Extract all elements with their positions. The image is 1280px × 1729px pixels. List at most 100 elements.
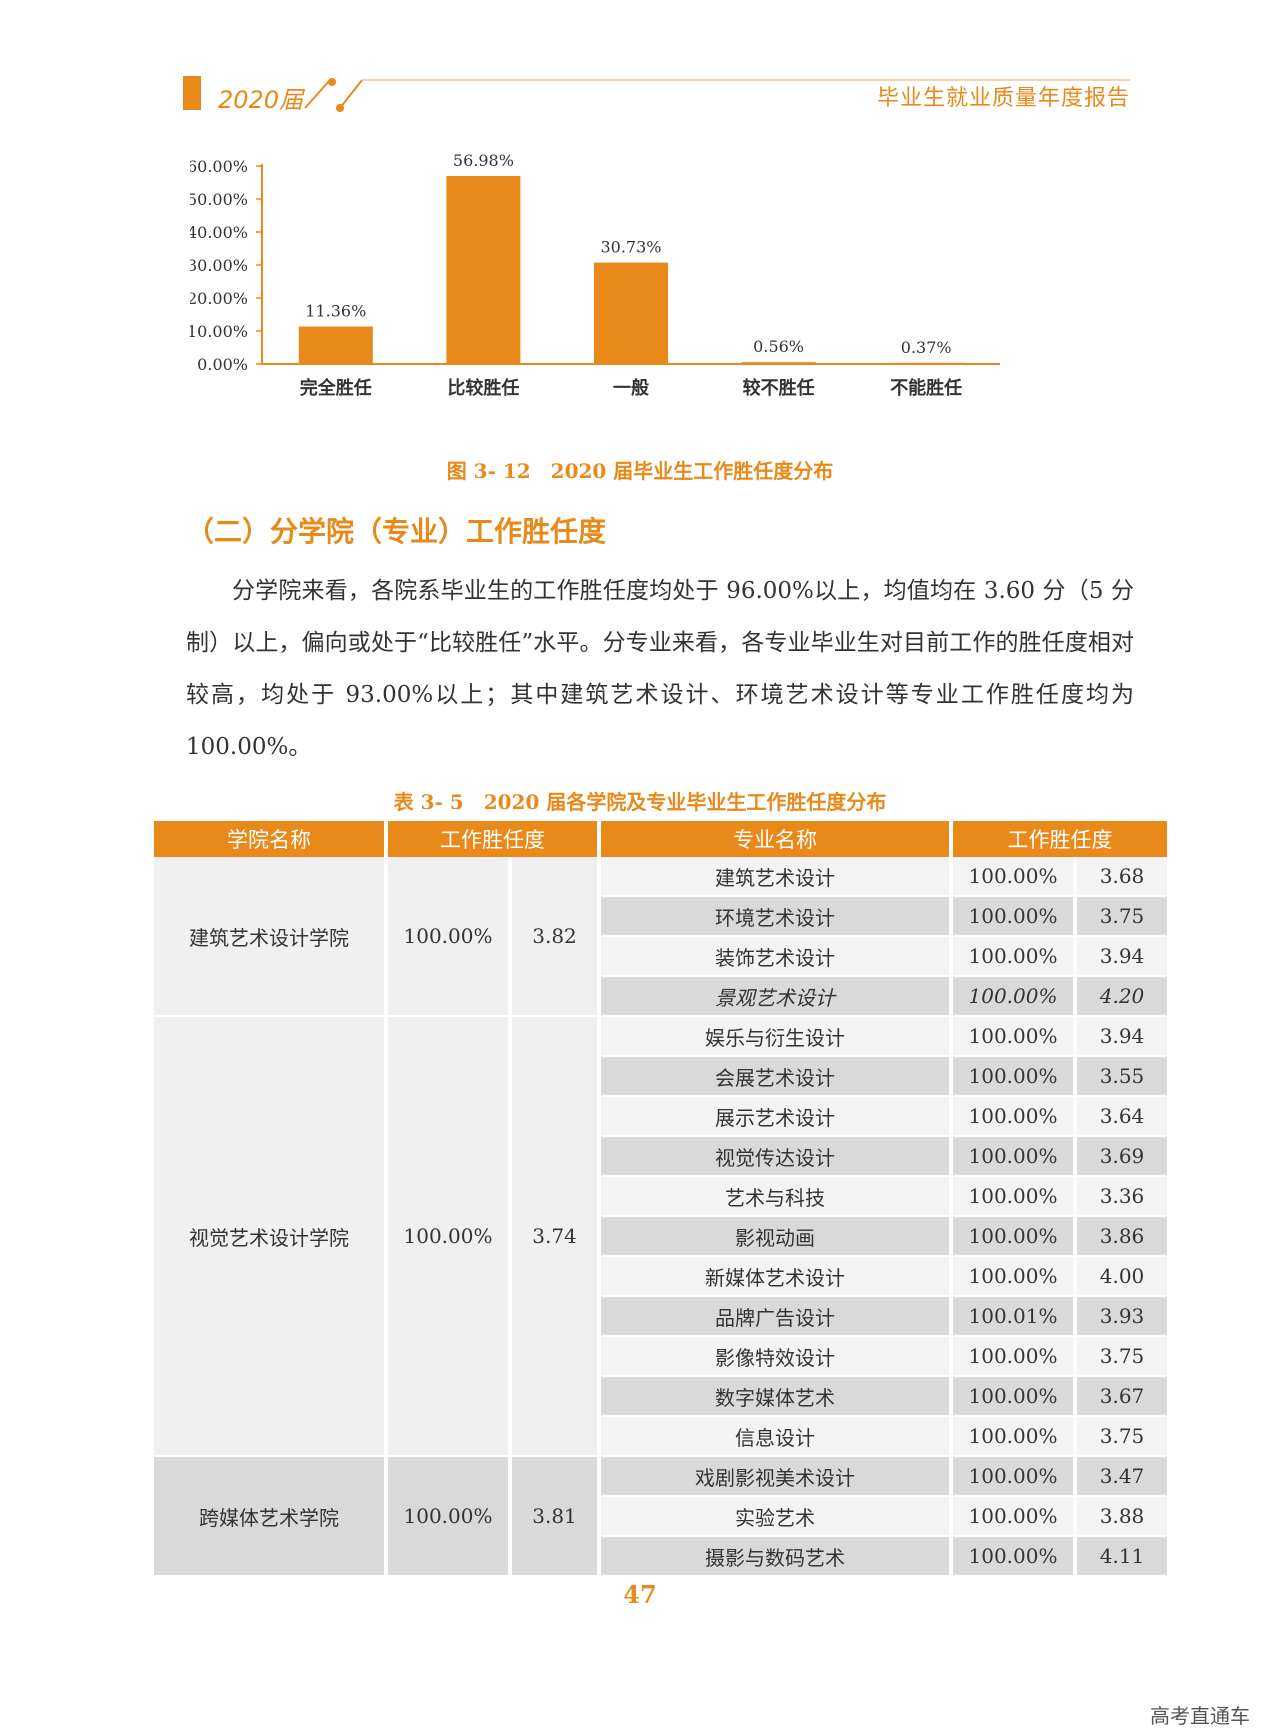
y-tick-label: 20.00% [190, 289, 248, 308]
major-name-cell: 摄影与数码艺术 [601, 1537, 949, 1577]
college-name-cell: 跨媒体艺术学院 [154, 1457, 384, 1577]
major-rate-cell: 100.00% [953, 1417, 1073, 1457]
major-mean-cell: 3.75 [1077, 1337, 1167, 1377]
major-mean-cell: 4.20 [1077, 977, 1167, 1017]
major-rate-cell: 100.00% [953, 1217, 1073, 1257]
table-row: 摄影与数码艺术 100.00% 4.11 [154, 1537, 1167, 1577]
major-mean-cell: 3.86 [1077, 1217, 1167, 1257]
bar-4 [741, 362, 816, 364]
major-name-cell: 品牌广告设计 [601, 1297, 949, 1337]
table-row: 新媒体艺术设计 100.00% 4.00 [154, 1257, 1167, 1297]
table-caption: 表 3- 5 2020 届各学院及专业毕业生工作胜任度分布 [393, 790, 887, 814]
major-name-cell: 会展艺术设计 [601, 1057, 949, 1097]
major-name-cell: 装饰艺术设计 [601, 937, 949, 977]
major-rate-cell: 100.00% [953, 977, 1073, 1017]
table-row: 跨媒体艺术学院 100.00% 3.81 戏剧影视美术设计 100.00% 3.47 [154, 1457, 1167, 1577]
category-label: 完全胜任 [300, 377, 372, 399]
major-rate-cell: 100.00% [953, 1017, 1073, 1057]
major-rate-cell: 100.00% [953, 1377, 1073, 1417]
header-title: 毕业生就业质量年度报告 [876, 86, 1130, 111]
header-accent-bar [183, 76, 201, 110]
major-rate-cell: 100.00% [953, 1137, 1073, 1177]
table-row: 实验艺术 100.00% 3.88 [154, 1497, 1167, 1537]
major-mean-cell: 3.69 [1077, 1137, 1167, 1177]
major-name-cell: 信息设计 [601, 1417, 949, 1457]
college-rate-cell: 100.00% [388, 1017, 508, 1457]
bar-value-label: 0.37% [901, 338, 952, 357]
header-decoration [304, 78, 1130, 112]
major-mean-cell: 3.36 [1077, 1177, 1167, 1217]
major-rate-cell: 100.00% [953, 1497, 1073, 1537]
y-tick-label: 0.00% [197, 355, 248, 374]
major-name-cell: 环境艺术设计 [601, 897, 949, 937]
major-mean-cell: 3.93 [1077, 1297, 1167, 1337]
bar-value-label: 0.56% [753, 337, 804, 356]
major-mean-cell: 4.11 [1077, 1537, 1167, 1577]
category-label: 不能胜任 [890, 377, 962, 399]
table-header-row: 学院名称 工作胜任度 专业名称 工作胜任度 [154, 821, 1167, 857]
major-mean-cell: 3.47 [1077, 1457, 1167, 1497]
major-name-cell: 新媒体艺术设计 [601, 1257, 949, 1297]
major-rate-cell: 100.01% [953, 1297, 1073, 1337]
table-row: 视觉艺术设计学院 100.00% 3.74 娱乐与衍生设计 100.00% 3.94 [154, 1017, 1167, 1457]
major-mean-cell: 3.64 [1077, 1097, 1167, 1137]
header-college: 学院名称 [154, 821, 384, 857]
major-name-cell: 戏剧影视美术设计 [601, 1457, 949, 1497]
header-major: 专业名称 [601, 821, 949, 857]
major-rate-cell: 100.00% [953, 1257, 1073, 1297]
major-name-cell: 展示艺术设计 [601, 1097, 949, 1137]
major-name-cell: 建筑艺术设计 [601, 857, 949, 897]
major-rate-cell: 100.00% [953, 1457, 1073, 1497]
bar-5 [889, 362, 964, 365]
major-mean-cell: 3.67 [1077, 1377, 1167, 1417]
y-tick-label: 50.00% [190, 190, 248, 209]
category-label: 一般 [613, 377, 649, 399]
table-row: 展示艺术设计 100.00% 3.64 [154, 1097, 1167, 1137]
table-row: 视觉传达设计 100.00% 3.69 [154, 1137, 1167, 1177]
college-name-cell: 视觉艺术设计学院 [154, 1017, 384, 1457]
major-rate-cell: 100.00% [953, 937, 1073, 977]
table-row: 会展艺术设计 100.00% 3.55 [154, 1057, 1167, 1097]
table-row: 信息设计 100.00% 3.75 [154, 1417, 1167, 1457]
header-college-competency: 工作胜任度 [388, 821, 597, 857]
table-row: 品牌广告设计 100.01% 3.93 [154, 1297, 1167, 1337]
major-name-cell: 艺术与科技 [601, 1177, 949, 1217]
bar-3 [594, 262, 668, 364]
college-mean-cell: 3.82 [512, 857, 597, 1017]
table-row: 装饰艺术设计 100.00% 3.94 [154, 937, 1167, 977]
chart-svg: 0.00% 10.00% 20.00% 30.00% 40.00% 50.00% 60.00… [187, 151, 1000, 399]
major-mean-cell: 3.94 [1077, 1017, 1167, 1057]
major-mean-cell: 3.75 [1077, 1417, 1167, 1457]
major-name-cell: 影视动画 [601, 1217, 949, 1257]
competency-table: 学院名称 工作胜任度 专业名称 工作胜任度 建筑艺术设计学院 100.00% 3.8… [150, 821, 1171, 1577]
major-name-cell: 视觉传达设计 [601, 1137, 949, 1177]
bar-value-label: 30.73% [600, 238, 661, 257]
bar-1 [298, 326, 373, 364]
y-tick-label: 40.00% [190, 223, 248, 242]
table-row: 数字媒体艺术 100.00% 3.67 [154, 1377, 1167, 1417]
y-tick-label: 30.00% [190, 256, 248, 275]
bar-value-label: 56.98% [453, 151, 514, 170]
table-row: 艺术与科技 100.00% 3.36 [154, 1177, 1167, 1217]
college-mean-cell: 3.81 [512, 1457, 597, 1577]
competency-bar-chart: 0.00% 10.00% 20.00% 30.00% 40.00% 50.00% 60.00… [187, 150, 1130, 450]
major-rate-cell: 100.00% [953, 1057, 1073, 1097]
major-mean-cell: 3.68 [1077, 857, 1167, 897]
major-name-cell: 数字媒体艺术 [601, 1377, 949, 1417]
major-rate-cell: 100.00% [953, 1177, 1073, 1217]
major-rate-cell: 100.00% [953, 1097, 1073, 1137]
major-mean-cell: 3.75 [1077, 897, 1167, 937]
header-major-competency: 工作胜任度 [953, 821, 1167, 857]
y-tick-label: 60.00% [190, 157, 248, 176]
major-mean-cell: 3.55 [1077, 1057, 1167, 1097]
major-name-cell: 娱乐与衍生设计 [601, 1017, 949, 1057]
major-name-cell: 影像特效设计 [601, 1337, 949, 1377]
table-row: 影视动画 100.00% 3.86 [154, 1217, 1167, 1257]
body-paragraph: 分学院来看，各院系毕业生的工作胜任度均处于 96.00%以上，均值均在 3.60… [186, 578, 1134, 760]
college-name-cell: 建筑艺术设计学院 [154, 857, 384, 1017]
page-header: 2020届 毕业生就业质量年度报告 [0, 0, 1280, 130]
college-rate-cell: 100.00% [388, 857, 508, 1017]
table-row: 环境艺术设计 100.00% 3.75 [154, 897, 1167, 937]
major-rate-cell: 100.00% [953, 897, 1073, 937]
bar-2 [446, 175, 521, 364]
